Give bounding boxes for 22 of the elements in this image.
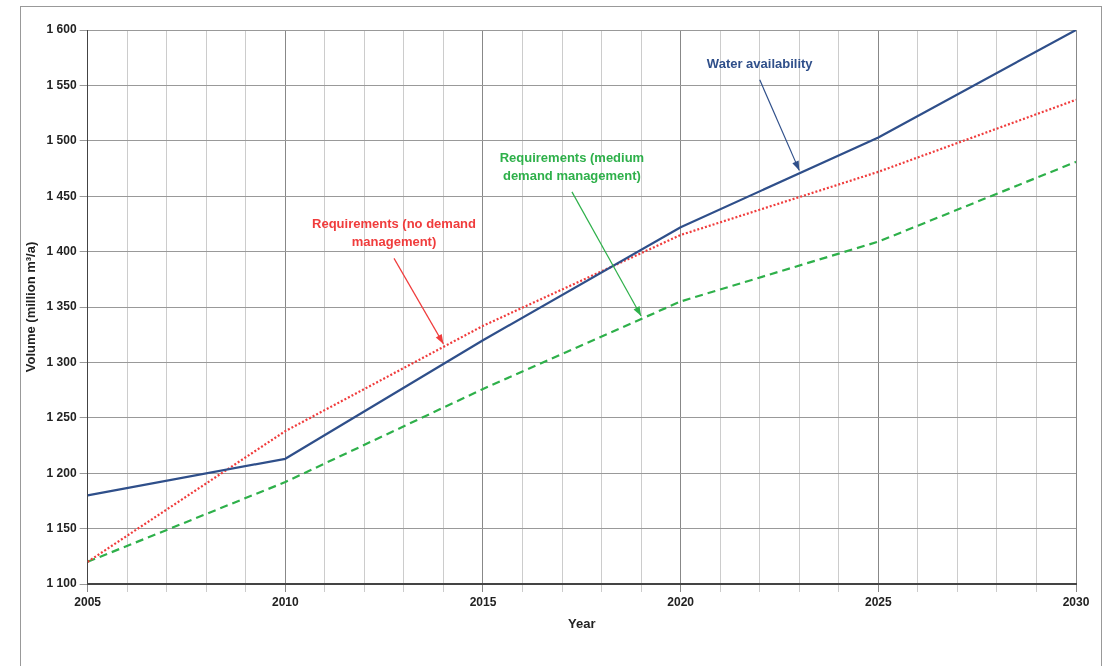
x-tick-label: 2010 (271, 594, 299, 609)
y-tick-label: 1 350 (46, 299, 77, 314)
y-tick-label: 1 150 (46, 520, 77, 535)
text: Requirements (medium demand management) (499, 149, 645, 183)
y-tick-label: 1 400 (46, 243, 77, 258)
y-tick-label: 1 600 (46, 22, 77, 37)
x-tick-label: 2005 (74, 594, 102, 609)
text: Water availability (706, 55, 814, 71)
x-tick-label: 2030 (1062, 594, 1090, 609)
x-tick-label: 2020 (667, 594, 695, 609)
y-tick-label: 1 250 (46, 410, 77, 425)
y-tick-label: 1 300 (46, 354, 77, 369)
y-tick-label: 1 100 (46, 576, 77, 591)
x-tick-label: 2015 (469, 594, 497, 609)
text: Requirements (no demand management) (312, 216, 477, 250)
y-tick-label: 1 200 (46, 465, 77, 480)
y-tick-label: 1 550 (46, 77, 77, 92)
y-axis-title: Volume (million m³/a) (23, 241, 39, 373)
y-tick-label: 1 450 (46, 188, 77, 203)
x-tick-label: 2025 (864, 594, 892, 609)
y-tick-label: 1 500 (46, 133, 77, 148)
x-axis-title: Year (568, 615, 596, 631)
